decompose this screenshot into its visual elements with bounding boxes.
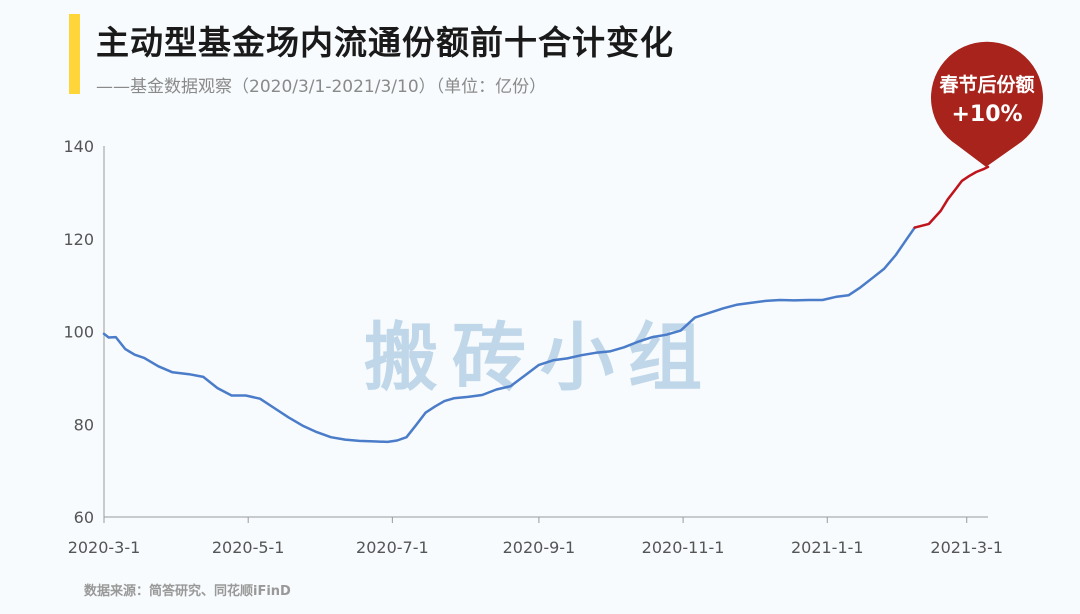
- y-tick-label: 120: [63, 230, 94, 249]
- x-tick-label: 2021-3-1: [930, 538, 1003, 557]
- title-accent-bar: [69, 14, 80, 94]
- chart-title: 主动型基金场内流通份额前十合计变化: [96, 23, 674, 62]
- data-source: 数据来源：简答研究、同花顺iFinD: [84, 584, 291, 599]
- watermark: 搬砖小组: [364, 315, 716, 401]
- y-tick-label: 60: [74, 508, 94, 527]
- x-tick-label: 2020-7-1: [356, 538, 429, 557]
- y-tick-label: 140: [63, 137, 94, 156]
- pin-label-line2: +10%: [951, 102, 1022, 127]
- chart-subtitle: ——基金数据观察（2020/3/1-2021/3/10）（单位：亿份）: [96, 77, 547, 97]
- y-tick-label: 80: [74, 415, 94, 434]
- annotation-pin: 春节后份额 +10%: [931, 41, 1044, 167]
- series-lines: [102, 165, 990, 444]
- x-tick-label: 2020-3-1: [68, 538, 141, 557]
- y-tick-label: 100: [63, 323, 94, 342]
- x-tick-label: 2020-11-1: [642, 538, 725, 557]
- x-tick-label: 2020-9-1: [503, 538, 576, 557]
- x-tick-label: 2020-5-1: [212, 538, 285, 557]
- axes: 60 80 100 120 140 2020-3-1 2020-5-1 2020-7-1 202…: [63, 137, 1003, 557]
- series-line-main: [102, 226, 916, 444]
- x-tick-label: 2021-1-1: [791, 538, 864, 557]
- pin-marker-shape: [931, 41, 1044, 167]
- pin-label-line1: 春节后份额: [939, 73, 1034, 96]
- series-line-highlight: [913, 165, 990, 229]
